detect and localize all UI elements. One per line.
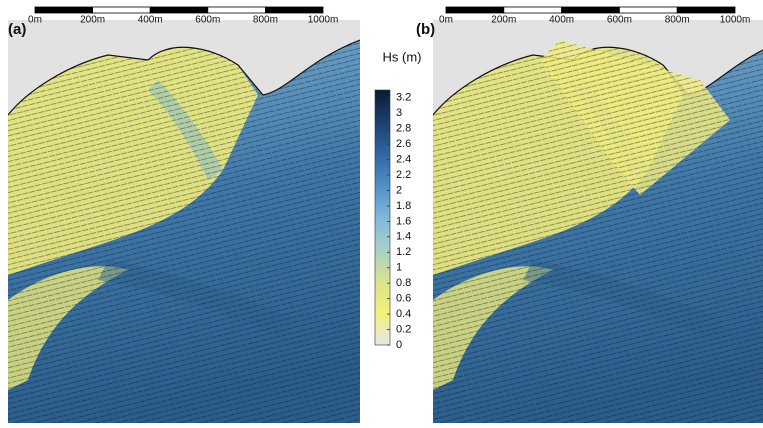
scale-label: 800m [665,15,690,26]
colorbar-tick-label: 0 [396,339,402,351]
scale-label: 0m [439,15,453,26]
map-panel-b [433,20,763,423]
figure: 0m200m400m600m800m1000m(a)0m200m400m600m… [0,0,763,423]
scale-label: 1000m [308,15,339,26]
colorbar-tick-label: 2 [396,184,402,196]
scale-bar-segment [562,7,620,13]
scale-bar-segment [265,7,323,13]
scale-bar-segment [619,7,677,13]
colorbar-tick-label: 1 [396,262,402,274]
colorbar-tick-label: 2.4 [396,153,411,165]
scale-label: 400m [138,15,163,26]
colorbar-tick-label: 2.8 [396,123,411,135]
colorbar-tick-label: 1.2 [396,246,411,258]
scale-label: 400m [549,15,574,26]
scale-bar-segment [150,7,208,13]
colorbar-tick-label: 1.6 [396,215,411,227]
panel-label: (a) [8,21,26,38]
colorbar-tick-label: 0.8 [396,277,411,289]
scale-bar-segment [446,7,504,13]
colorbar-tick-label: 3 [396,107,402,119]
colorbar-tick-label: 0.2 [396,323,411,335]
colorbar-tick-label: 0.6 [396,293,411,305]
scale-label: 200m [80,15,105,26]
colorbar-tick-label: 1.4 [396,231,411,243]
scale-bar-segment [93,7,151,13]
scale-label: 1000m [720,15,751,26]
colorbar-tick-label: 2.2 [396,169,411,181]
scale-label: 600m [195,15,220,26]
scale-bar-segment [677,7,735,13]
panel-label: (b) [416,21,435,38]
colorbar-tick-label: 3.2 [396,92,411,104]
map-panel-a [8,20,360,423]
scale-label: 600m [607,15,632,26]
scale-label: 800m [253,15,278,26]
scale-bar-segment [208,7,266,13]
scale-bar-segment [35,7,93,13]
scale-label: 0m [28,15,42,26]
colorbar-tick-label: 2.6 [396,138,411,150]
scale-label: 200m [491,15,516,26]
colorbar-tick-label: 1.8 [396,200,411,212]
scale-bar-segment [504,7,562,13]
colorbar-tick-label: 0.4 [396,308,411,320]
colorbar-title: Hs (m) [383,49,422,64]
